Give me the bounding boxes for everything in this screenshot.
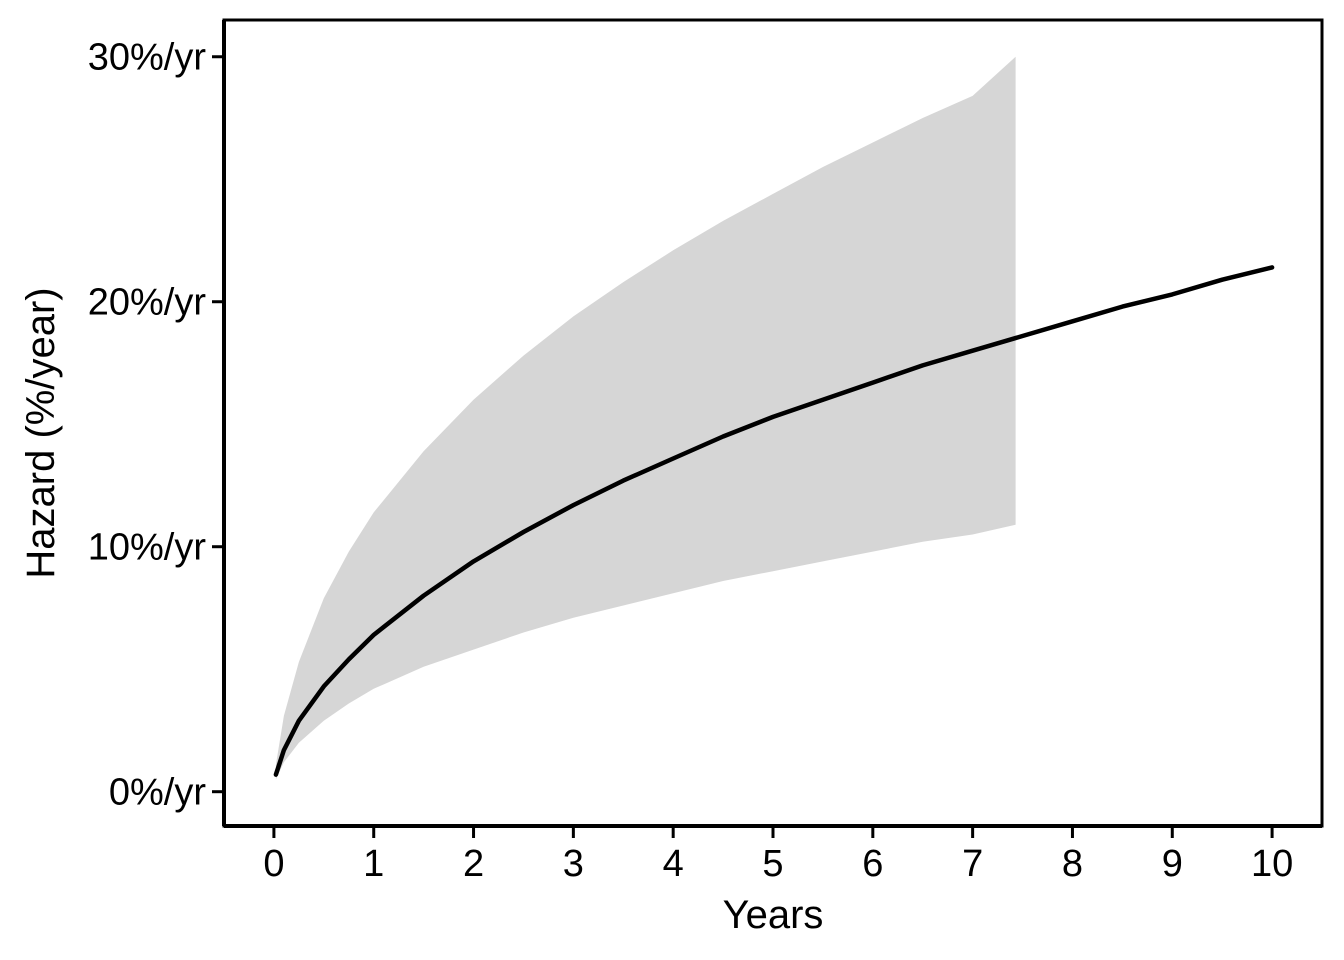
y-tick-label: 30%/yr [88, 37, 207, 79]
confidence-band [275, 56, 1016, 780]
x-tick-label: 9 [1162, 843, 1183, 885]
y-tick-label: 20%/yr [88, 282, 207, 324]
x-tick-label: 6 [862, 843, 883, 885]
x-tick-label: 5 [762, 843, 783, 885]
x-tick-label: 1 [363, 843, 384, 885]
y-tick-label: 10%/yr [88, 527, 207, 569]
x-tick-label: 8 [1062, 843, 1083, 885]
x-tick-label: 0 [263, 843, 284, 885]
x-tick-label: 2 [463, 843, 484, 885]
y-axis-title: Hazard (%/year) [19, 287, 63, 578]
x-tick-label: 10 [1251, 843, 1293, 885]
y-ticks: 0%/yr 10%/yr 20%/yr 30%/yr [88, 37, 224, 814]
x-tick-label: 3 [563, 843, 584, 885]
hazard-line [273, 265, 1275, 777]
x-tick-label: 4 [663, 843, 684, 885]
confidence-band-layer [275, 56, 1016, 780]
x-tick-label: 7 [962, 843, 983, 885]
hazard-line-layer [273, 265, 1275, 777]
x-ticks: 0 1 2 3 4 5 6 7 8 9 10 [263, 826, 1293, 885]
y-tick-label: 0%/yr [109, 772, 206, 814]
x-axis-title: Years [723, 893, 824, 937]
